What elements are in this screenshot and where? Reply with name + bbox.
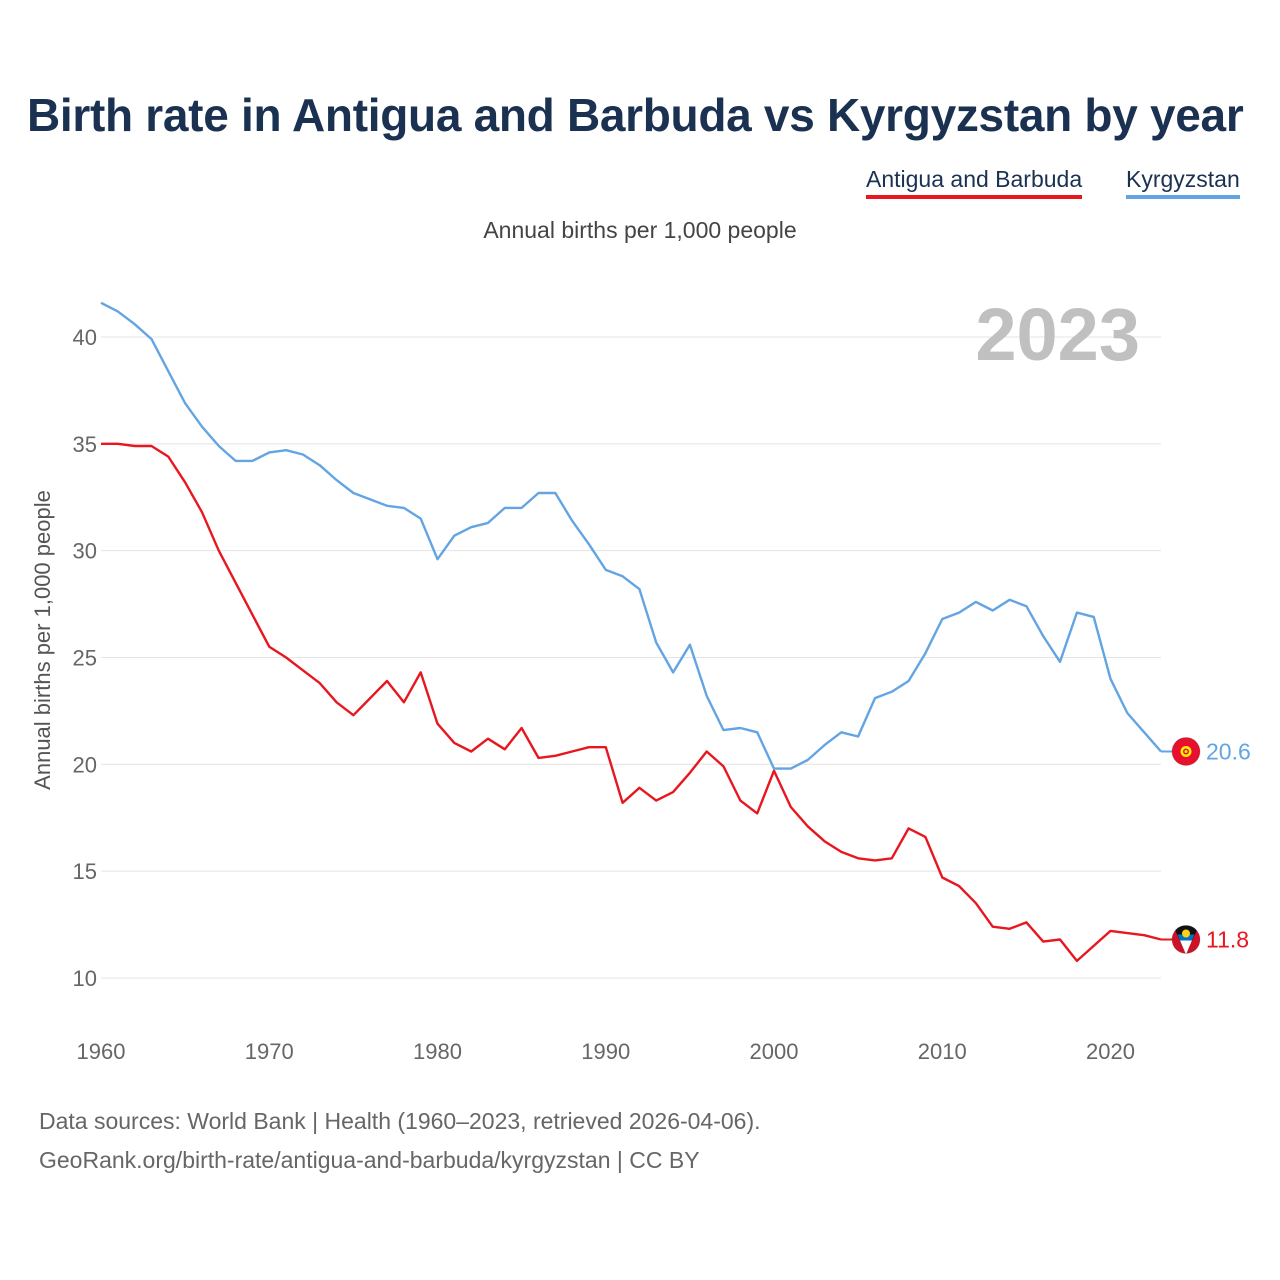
year-overlay: 2023 xyxy=(975,293,1140,376)
legend-item-antigua-and-barbuda[interactable]: Antigua and Barbuda xyxy=(866,166,1083,199)
x-tick-label: 1960 xyxy=(77,1039,126,1064)
chart-subtitle: Annual births per 1,000 people xyxy=(483,217,797,243)
series-line-kyrgyzstan xyxy=(100,301,1162,770)
source-url[interactable]: GeoRank.org/birth-rate/antigua-and-barbu… xyxy=(39,1147,700,1173)
x-tick-label: 2010 xyxy=(918,1039,967,1064)
series-line-antigua-and-barbuda xyxy=(101,442,1162,963)
x-tick-label: 1990 xyxy=(581,1039,630,1064)
y-axis-ticks: 10 15 20 25 30 35 40 xyxy=(73,325,97,991)
y-tick-label: 20 xyxy=(73,752,97,777)
x-tick-label: 1980 xyxy=(413,1039,462,1064)
y-tick-label: 30 xyxy=(73,539,97,564)
end-value-label: 11.8 xyxy=(1206,926,1249,952)
y-tick-label: 10 xyxy=(73,966,97,991)
x-axis-ticks: 1960 1970 1980 1990 2000 2010 2020 xyxy=(77,1039,1135,1064)
y-tick-label: 40 xyxy=(73,325,97,350)
series-end-markers: 11.8 20.6 xyxy=(1161,736,1251,954)
y-tick-label: 25 xyxy=(73,645,97,670)
x-tick-label: 2000 xyxy=(750,1039,799,1064)
series-lines xyxy=(100,301,1162,963)
x-tick-label: 2020 xyxy=(1086,1039,1135,1064)
legend-item-kyrgyzstan[interactable]: Kyrgyzstan xyxy=(1126,166,1240,199)
y-tick-label: 35 xyxy=(73,432,97,457)
x-tick-label: 1970 xyxy=(245,1039,294,1064)
antigua-and-barbuda-flag-icon xyxy=(1171,924,1201,954)
chart-title: Birth rate in Antigua and Barbuda vs Kyr… xyxy=(27,89,1244,141)
source-text: Data sources: World Bank | Health (1960–… xyxy=(39,1108,761,1134)
y-tick-label: 15 xyxy=(73,859,97,884)
kyrgyzstan-flag-icon xyxy=(1171,736,1201,766)
grid-lines xyxy=(101,336,1161,979)
y-axis-label: Annual births per 1,000 people xyxy=(30,490,55,790)
end-value-label: 20.6 xyxy=(1206,738,1251,764)
